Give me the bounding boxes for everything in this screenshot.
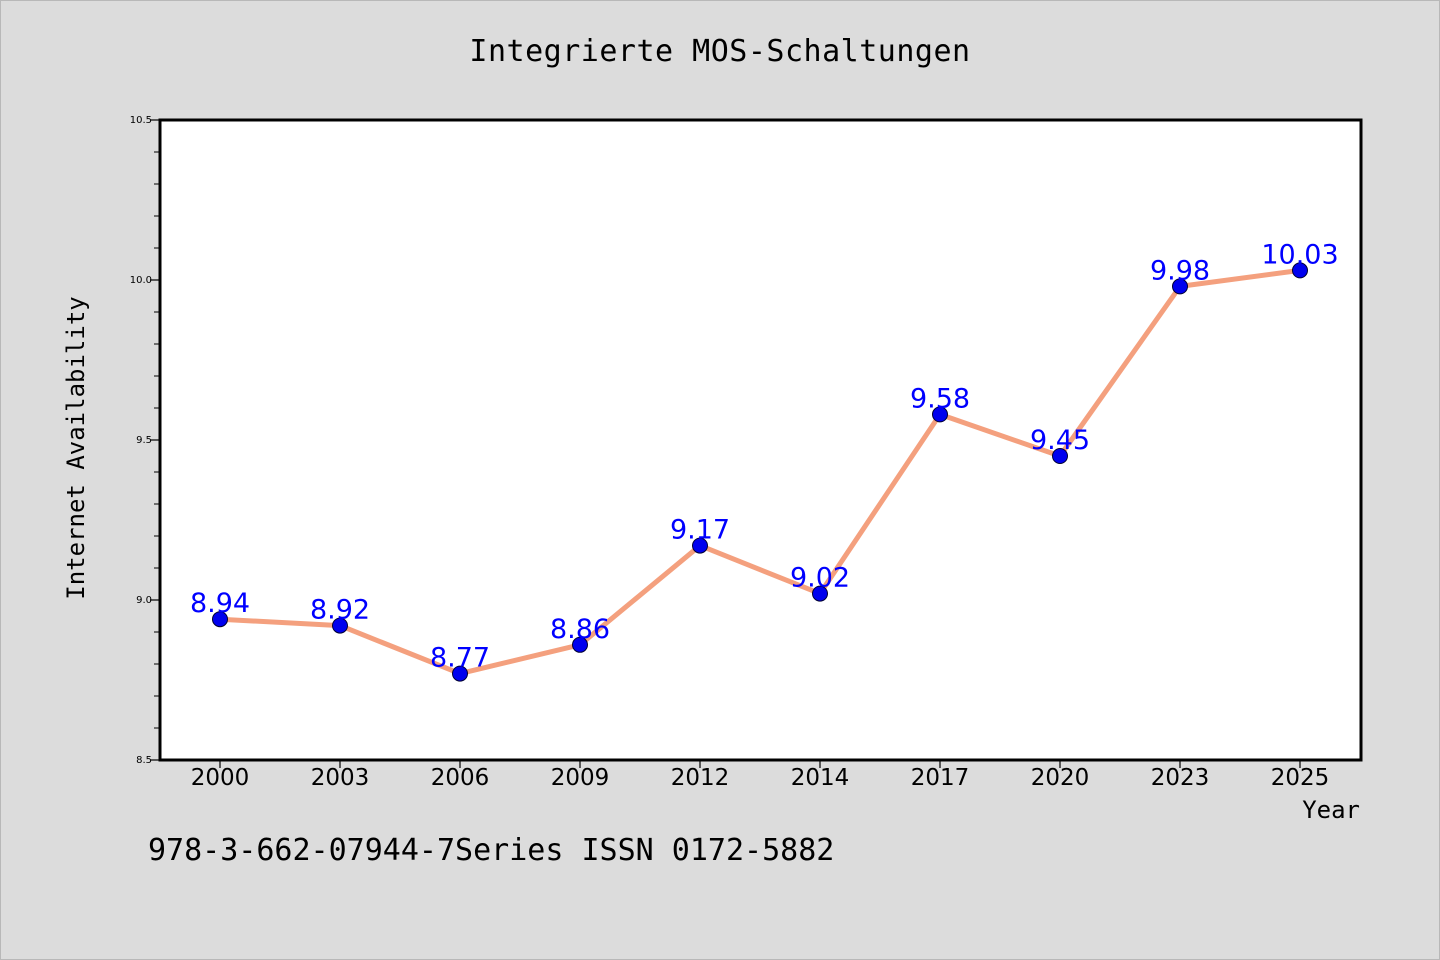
x-tick-label: 2025 xyxy=(1271,765,1330,791)
footnote: 978-3-662-07944-7Series ISSN 0172-5882 xyxy=(148,833,835,868)
data-point xyxy=(692,537,708,554)
data-label: 9.17 xyxy=(670,515,730,546)
data-label: 9.58 xyxy=(910,383,970,414)
x-tick-label: 2009 xyxy=(551,765,610,791)
y-tick-label: 9.5 xyxy=(136,435,152,446)
plot-area xyxy=(160,120,1361,760)
y-tick-label: 10.0 xyxy=(130,275,152,286)
x-tick-label: 2023 xyxy=(1151,765,1210,791)
data-point xyxy=(332,617,348,634)
chart-title: Integrierte MOS-Schaltungen xyxy=(469,34,971,69)
y-tick-label: 10.5 xyxy=(130,115,152,126)
data-label: 10.03 xyxy=(1261,239,1338,270)
data-point xyxy=(1172,278,1188,295)
x-tick-label: 2012 xyxy=(671,765,730,791)
data-point xyxy=(812,585,828,602)
data-label: 8.94 xyxy=(190,588,250,619)
data-point xyxy=(452,665,468,682)
y-tick-label: 9.0 xyxy=(136,595,152,606)
data-point xyxy=(212,611,228,628)
x-tick-label: 2014 xyxy=(791,765,850,791)
data-label: 8.92 xyxy=(310,595,370,626)
series-line xyxy=(217,267,1303,677)
x-tick-label: 2020 xyxy=(1031,765,1090,791)
data-label: 9.02 xyxy=(790,563,850,594)
x-tick-label: 2000 xyxy=(191,765,250,791)
data-point xyxy=(1292,262,1308,279)
data-point xyxy=(932,406,948,423)
x-tick-label: 2006 xyxy=(431,765,490,791)
x-tick-label: 2017 xyxy=(911,765,970,791)
data-label: 8.86 xyxy=(550,614,610,645)
data-label: 8.77 xyxy=(430,643,490,674)
plot-border xyxy=(158,118,1363,762)
data-label: 9.45 xyxy=(1030,425,1090,456)
x-axis-label: Year xyxy=(1302,796,1360,824)
data-point xyxy=(1052,448,1068,464)
data-label: 9.98 xyxy=(1150,255,1210,286)
y-tick-label: 8.5 xyxy=(136,755,152,766)
data-point xyxy=(572,636,588,653)
x-tick-label: 2003 xyxy=(311,765,370,791)
